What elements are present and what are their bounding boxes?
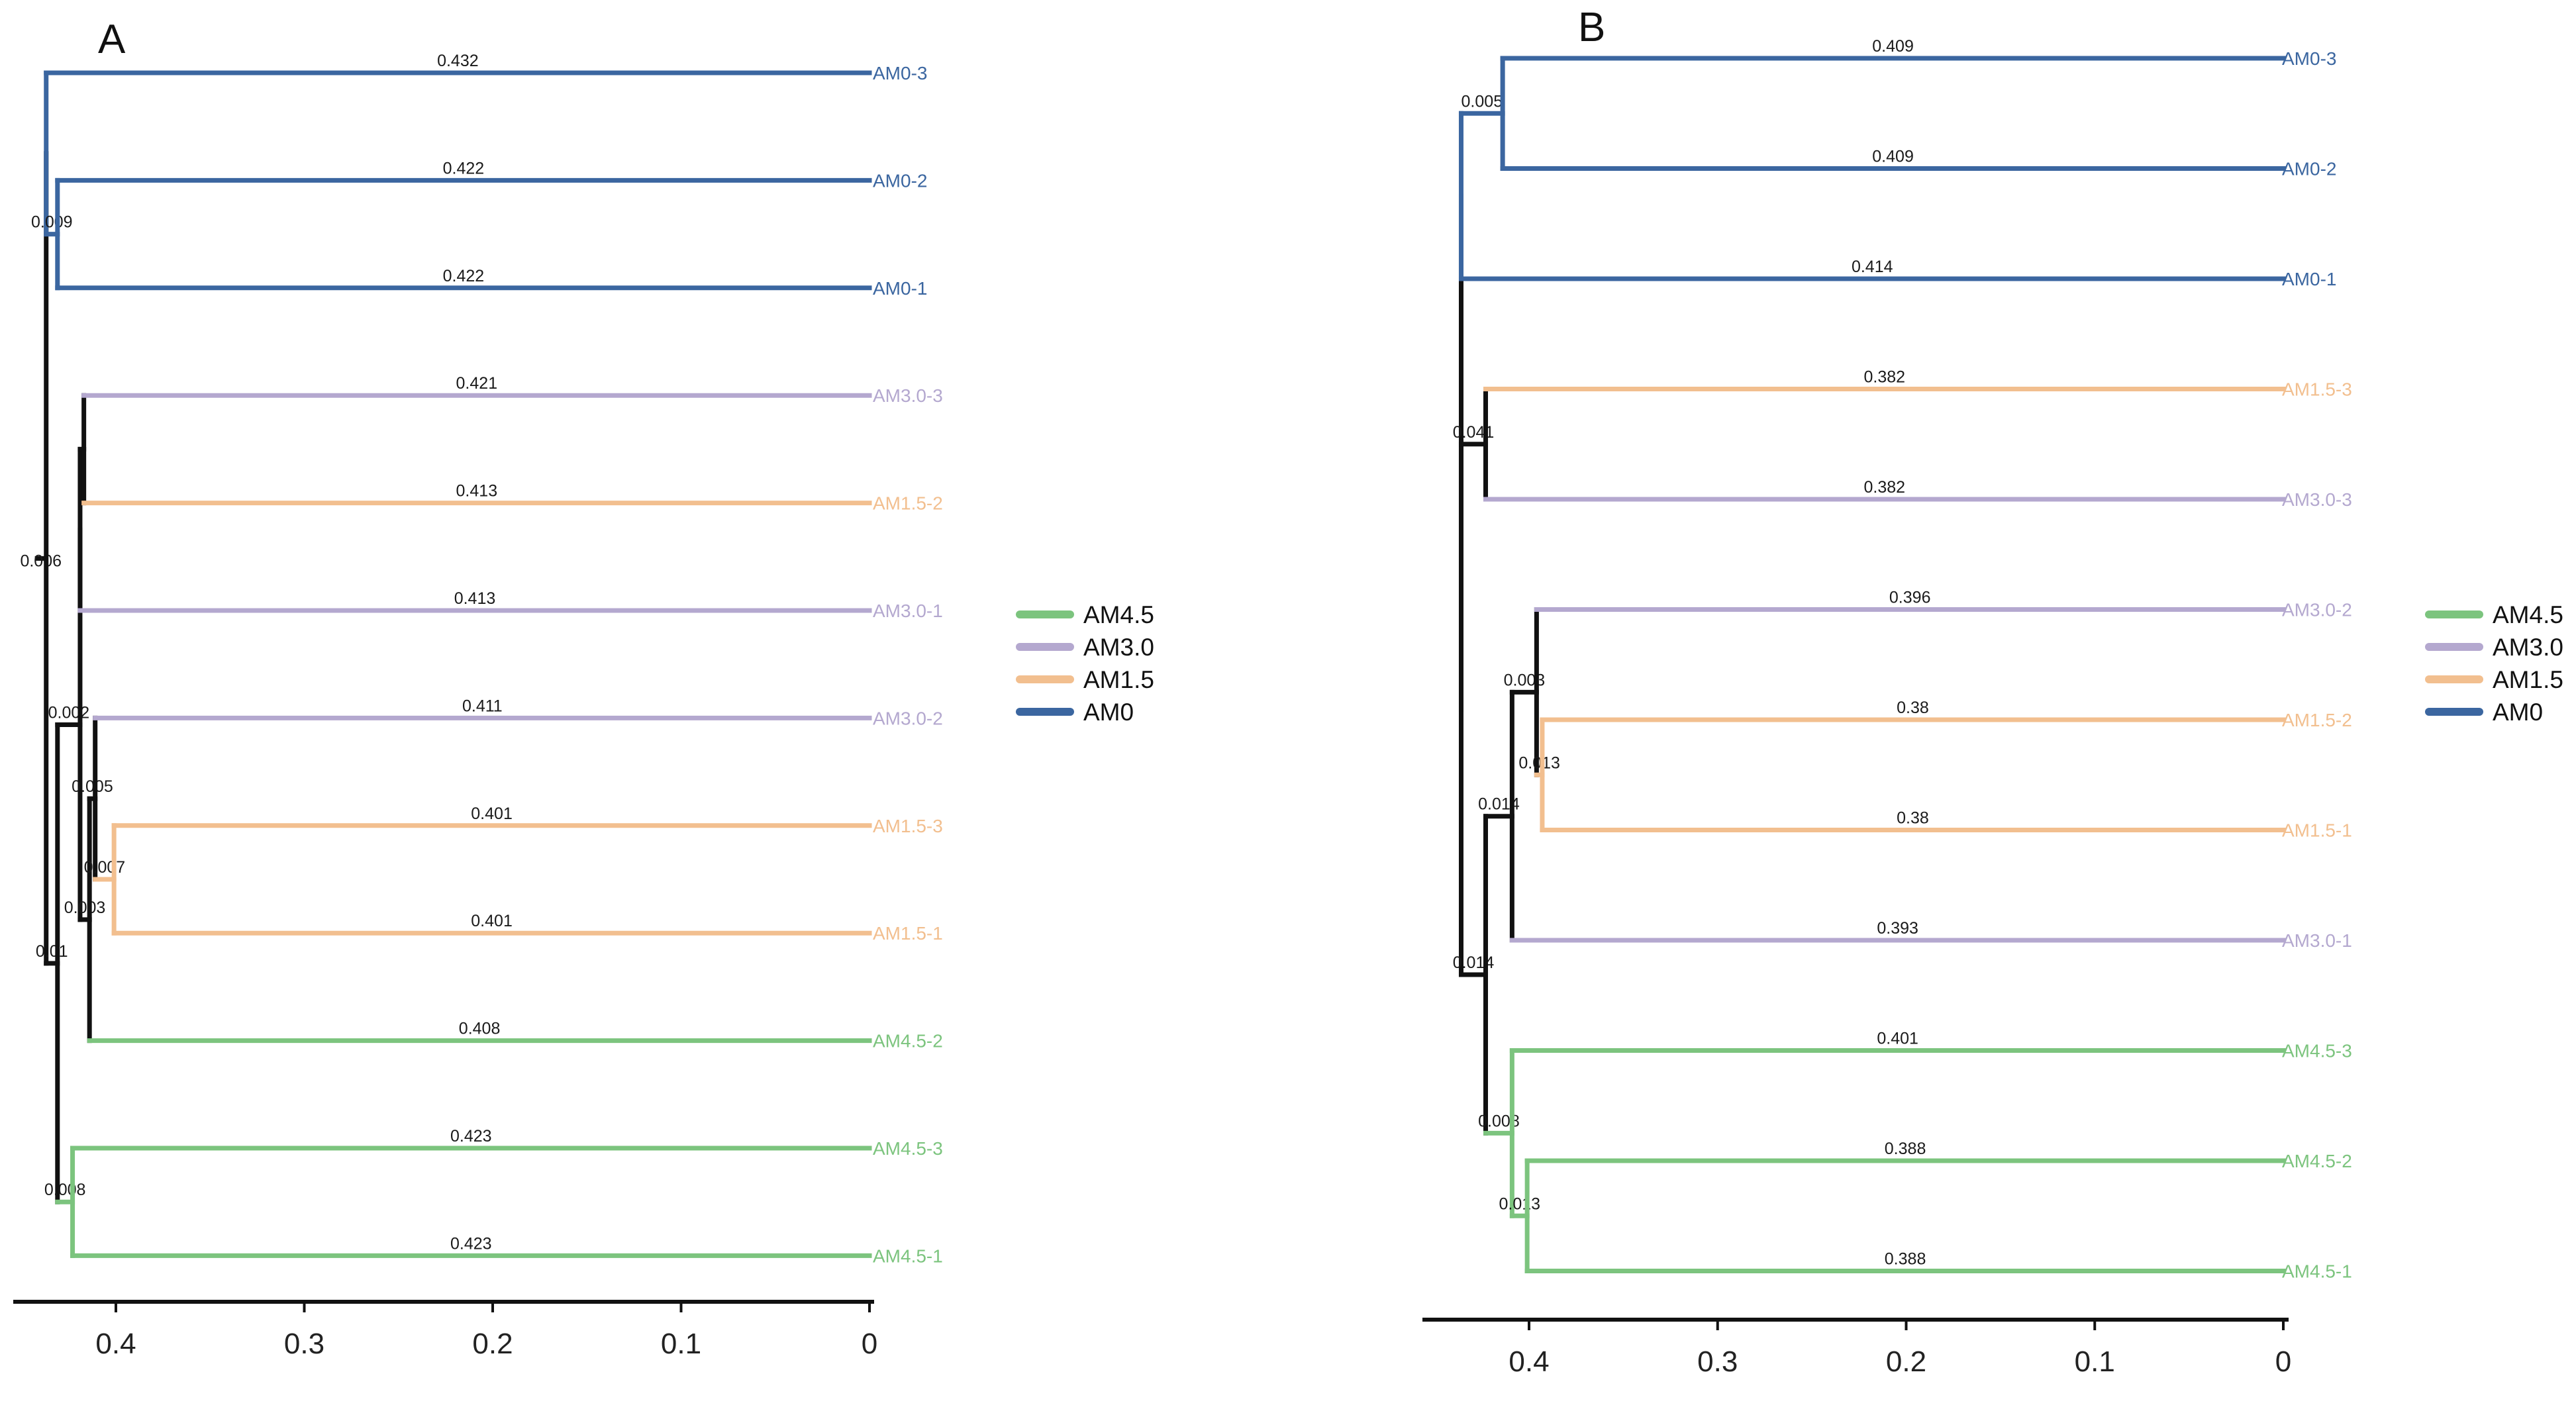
- leaf-label-am4-5-1: AM4.5-1: [2282, 1261, 2352, 1282]
- branch-length-label: 0.008: [44, 1181, 86, 1199]
- branch-length-label: 0.409: [1872, 37, 1914, 56]
- legend-label-am3-0: AM3.0: [1083, 634, 1154, 661]
- branch-length-label: 0.432: [437, 52, 479, 70]
- leaf-label-am1-5-1: AM1.5-1: [873, 923, 943, 944]
- leaf-label-am3-0-3: AM3.0-3: [873, 385, 943, 406]
- branch-length-label: 0.414: [1852, 258, 1893, 276]
- branch-length-label: 0.009: [31, 213, 73, 232]
- branch-length-label: 0.382: [1863, 368, 1905, 387]
- legend-label-am4-5: AM4.5: [1083, 601, 1154, 628]
- branch-length-label: 0.005: [72, 777, 113, 796]
- x-tick-label: 0: [2275, 1345, 2291, 1378]
- leaf-labels: AM0-3 AM0-2 AM0-1 AM1.5-3 AM3.0-3 AM3.0-2 AM1.…: [2282, 48, 2352, 1282]
- branch-length-label: 0.388: [1885, 1250, 1926, 1269]
- branch-length-label: 0.38: [1897, 699, 1929, 717]
- x-tick-label: 0.3: [1697, 1345, 1738, 1378]
- branch-length-label: 0.013: [1518, 754, 1560, 772]
- legend-label-am4-5: AM4.5: [2493, 601, 2563, 628]
- panel-label: A: [98, 17, 126, 62]
- branch-length-label: 0.006: [20, 552, 62, 570]
- branch-length-label: 0.423: [450, 1234, 492, 1253]
- leaf-label-am3-0-2: AM3.0-2: [2282, 600, 2352, 620]
- legend-label-am1-5: AM1.5: [2493, 666, 2563, 693]
- x-tick-label: 0.3: [284, 1328, 324, 1360]
- x-tick-label: 0.1: [661, 1328, 701, 1360]
- leaf-label-am0-1: AM0-1: [873, 278, 927, 299]
- branch-length-label: 0.002: [48, 704, 90, 722]
- x-axis: 0.4 0.3 0.2 0.1 0: [13, 1300, 877, 1360]
- leaf-label-am1-5-1: AM1.5-1: [2282, 820, 2352, 841]
- branch-length-label: 0.408: [459, 1020, 501, 1038]
- tree-branches: 0.0050.4090.4090.4140.0410.3820.3820.014…: [1453, 37, 2286, 1273]
- leaf-label-am0-2: AM0-2: [2282, 159, 2336, 179]
- panel-b: 0.0050.4090.4090.4140.0410.3820.3820.014…: [1422, 5, 2352, 1378]
- branch-length-label: 0.413: [456, 482, 498, 501]
- branch-length-label: 0.401: [471, 912, 513, 930]
- x-axis: 0.4 0.3 0.2 0.1 0: [1422, 1318, 2291, 1378]
- leaf-label-am4-5-3: AM4.5-3: [873, 1138, 943, 1159]
- branch-length-label: 0.413: [454, 589, 496, 608]
- leaf-label-am1-5-2: AM1.5-2: [873, 493, 943, 514]
- branch-length-label: 0.003: [64, 899, 106, 917]
- legend-label-am0: AM0: [2493, 699, 2543, 726]
- x-tick-label: 0.4: [1509, 1345, 1549, 1378]
- x-tick-label: 0.1: [2075, 1345, 2115, 1378]
- branch-length-label: 0.401: [1877, 1030, 1918, 1048]
- branch-length-label: 0.396: [1889, 589, 1931, 607]
- x-tick-label: 0: [862, 1328, 877, 1360]
- branch-length-label: 0.423: [450, 1127, 492, 1146]
- legend-label-am3-0: AM3.0: [2493, 634, 2563, 661]
- leaf-label-am3-0-3: AM3.0-3: [2282, 489, 2352, 510]
- branch-length-label: 0.421: [456, 374, 498, 393]
- branch-length-label: 0.01: [36, 942, 68, 961]
- branch-length-label: 0.388: [1885, 1140, 1926, 1158]
- x-tick-label: 0.2: [1886, 1345, 1926, 1378]
- leaf-label-am3-0-1: AM3.0-1: [873, 601, 943, 621]
- leaf-label-am4-5-1: AM4.5-1: [873, 1245, 943, 1266]
- panel-a: 0.006 0.432 0.009 0.422 0.422 0.01 0.002 0.421 0…: [13, 17, 943, 1360]
- leaf-label-am0-3: AM0-3: [2282, 48, 2336, 69]
- branch-length-label: 0.422: [443, 159, 485, 177]
- leaf-label-am1-5-3: AM1.5-3: [873, 816, 943, 836]
- legend-label-am0: AM0: [1083, 699, 1134, 726]
- branch-length-label: 0.409: [1872, 148, 1914, 166]
- leaf-label-am4-5-3: AM4.5-3: [2282, 1041, 2352, 1061]
- branch-length-label: 0.38: [1897, 809, 1929, 828]
- branch-length-label: 0.382: [1863, 478, 1905, 497]
- leaf-label-am0-1: AM0-1: [2282, 269, 2336, 289]
- branch-length-label: 0.393: [1877, 919, 1918, 938]
- panel-label: B: [1578, 5, 1605, 50]
- legend-a: AM4.5 AM3.0 AM1.5 AM0: [1016, 601, 1154, 726]
- branch-length-label: 0.013: [1499, 1195, 1540, 1213]
- branch-length-label: 0.005: [1461, 92, 1503, 111]
- leaf-label-am1-5-3: AM1.5-3: [2282, 379, 2352, 400]
- legend-label-am1-5: AM1.5: [1083, 666, 1154, 693]
- leaf-label-am0-2: AM0-2: [873, 170, 927, 191]
- leaf-label-am4-5-2: AM4.5-2: [2282, 1151, 2352, 1171]
- leaf-label-am4-5-2: AM4.5-2: [873, 1031, 943, 1051]
- leaf-label-am0-3: AM0-3: [873, 63, 927, 83]
- x-tick-label: 0.2: [472, 1328, 513, 1360]
- legend-b: AM4.5 AM3.0 AM1.5 AM0: [2425, 601, 2563, 726]
- branch-length-label: 0.422: [443, 267, 485, 285]
- leaf-label-am3-0-1: AM3.0-1: [2282, 930, 2352, 951]
- leaf-label-am1-5-2: AM1.5-2: [2282, 710, 2352, 730]
- leaf-label-am3-0-2: AM3.0-2: [873, 708, 943, 728]
- branch-length-label: 0.401: [471, 805, 513, 823]
- branch-length-label: 0.411: [462, 697, 503, 715]
- branch-length-label: 0.007: [84, 858, 126, 877]
- tree-branches: 0.006 0.432 0.009 0.422 0.422 0.01 0.002 0.421 0…: [20, 52, 872, 1258]
- leaf-labels: AM0-3 AM0-2 AM0-1 AM3.0-3 AM1.5-2 AM3.0-1 AM3.…: [873, 63, 943, 1266]
- x-tick-label: 0.4: [95, 1328, 136, 1360]
